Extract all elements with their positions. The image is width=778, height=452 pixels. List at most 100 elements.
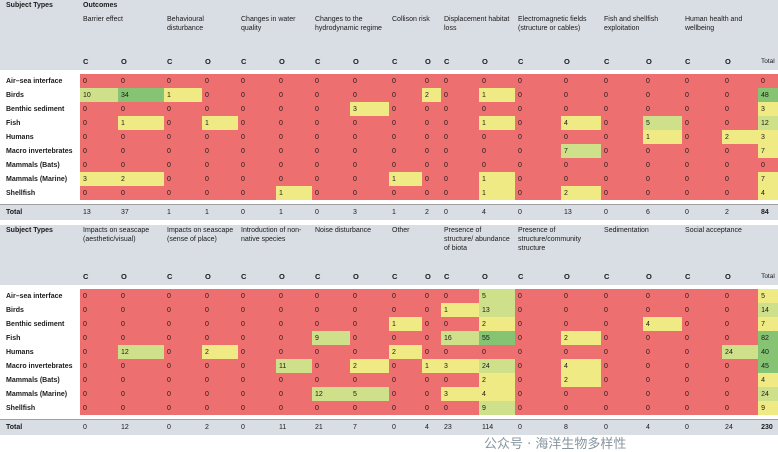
count-cell: 0 (515, 130, 561, 144)
count-cell: 0 (561, 158, 601, 172)
count-cell: 0 (389, 186, 422, 200)
count-cell: 0 (422, 186, 441, 200)
count-cell: 0 (312, 116, 350, 130)
count-cell: 0 (643, 144, 682, 158)
count-cell: 2 (561, 331, 602, 345)
count-cell: 0 (561, 387, 602, 401)
outcome-column-header: Noise disturbance (312, 225, 389, 269)
count-cell: 0 (118, 303, 164, 317)
table-row: Humans 0 12 0 2 0 0 0 0 2 0 0 0 0 0 0 0 0 24 40 (0, 345, 778, 359)
o-label: O (643, 54, 682, 70)
count-cell: 0 (202, 289, 238, 303)
subject-type-label: Humans (0, 130, 80, 144)
count-cell: 0 (561, 317, 602, 331)
spacer-cell (561, 200, 601, 204)
count-cell: 0 (350, 401, 389, 415)
row-total-cell: 0 (758, 74, 778, 88)
count-cell: 0 (601, 144, 643, 158)
spacer-cell (80, 415, 118, 419)
table-row: Mammals (Bats) 0 0 0 0 0 0 0 0 0 0 0 2 0 2 0 0 0 0 4 (0, 373, 778, 387)
count-cell: 0 (682, 74, 722, 88)
spacer-cell (350, 285, 389, 289)
count-cell: 0 (238, 387, 276, 401)
count-cell: 0 (238, 331, 276, 345)
count-cell: 0 (389, 88, 422, 102)
row-total-cell: 3 (758, 102, 778, 116)
row-total-cell: 4 (758, 186, 778, 200)
spacer-cell (276, 415, 312, 419)
column-total-cell: 3 (350, 203, 389, 220)
count-cell: 0 (312, 345, 350, 359)
column-total-cell: 0 (441, 203, 479, 220)
o-label: O (276, 54, 312, 70)
count-cell: 2 (422, 88, 441, 102)
count-cell: 0 (643, 289, 683, 303)
spacer-cell (441, 415, 480, 419)
o-label: O (350, 54, 389, 70)
outcome-column-header: Other (389, 225, 442, 269)
count-cell: 0 (389, 74, 422, 88)
spacer-cell (643, 285, 683, 289)
c-label: C (389, 54, 422, 70)
count-cell: 0 (350, 74, 389, 88)
count-cell: 4 (561, 359, 602, 373)
count-cell: 0 (601, 158, 643, 172)
count-cell: 0 (682, 331, 723, 345)
subject-type-label: Humans (0, 345, 80, 359)
count-cell: 0 (202, 186, 238, 200)
column-total-cell: 2 (422, 203, 441, 220)
outcome-column-header: Electromagnetic fields (structure or cab… (515, 14, 601, 54)
spacer-cell (164, 285, 202, 289)
count-cell: 0 (682, 303, 723, 317)
o-label: O (643, 269, 683, 285)
count-cell: 0 (682, 130, 722, 144)
subject-type-label: Shellfish (0, 186, 80, 200)
o-label: O (202, 54, 238, 70)
count-cell: 1 (164, 88, 202, 102)
table-row: Fish 0 1 0 1 0 0 0 0 0 0 0 1 0 4 0 5 0 0 12 (0, 116, 778, 130)
count-cell: 0 (202, 88, 238, 102)
c-label: C (601, 54, 643, 70)
row-total-cell: 14 (758, 303, 778, 317)
count-cell: 0 (422, 74, 441, 88)
spacer-cell (118, 285, 164, 289)
count-cell: 0 (202, 303, 238, 317)
count-cell: 0 (276, 144, 312, 158)
count-cell: 2 (722, 130, 758, 144)
count-cell: 0 (682, 359, 723, 373)
row-total-cell: 7 (758, 317, 778, 331)
count-cell: 0 (389, 373, 422, 387)
spacer-cell (722, 200, 758, 204)
count-cell: 0 (722, 289, 759, 303)
count-cell: 0 (164, 331, 202, 345)
count-cell: 3 (441, 359, 480, 373)
total-column-header: Total (758, 269, 778, 285)
column-total-cell: 4 (479, 203, 515, 220)
count-cell: 0 (164, 373, 202, 387)
count-cell: 0 (682, 317, 723, 331)
table-row: Macro invertebrates 0 0 0 0 0 11 0 2 0 1 3 24 0 4 0 0 0 0 4… (0, 359, 778, 373)
o-label: O (202, 269, 238, 285)
count-cell: 0 (202, 144, 238, 158)
table-row: Shellfish 0 0 0 0 0 0 0 0 0 0 0 9 0 0 0 0 0 0 9 (0, 401, 778, 415)
count-cell: 0 (722, 317, 759, 331)
c-label: C (238, 54, 276, 70)
count-cell: 0 (350, 172, 389, 186)
count-cell: 0 (722, 172, 758, 186)
column-total-cell: 0 (515, 203, 561, 220)
count-cell: 0 (164, 116, 202, 130)
spacer-cell (479, 415, 516, 419)
count-cell: 0 (164, 172, 202, 186)
count-cell: 1 (479, 116, 515, 130)
outcome-column-header: Impacts on seascape (aesthetic/visual) (80, 225, 164, 269)
count-cell: 16 (441, 331, 480, 345)
row-total-cell: 7 (758, 144, 778, 158)
count-cell: 0 (276, 303, 312, 317)
count-cell: 9 (479, 401, 516, 415)
spacer-cell (118, 70, 164, 74)
count-cell: 0 (238, 303, 276, 317)
column-total-cell: 1 (389, 203, 422, 220)
count-cell: 0 (515, 289, 562, 303)
count-cell: 0 (80, 401, 118, 415)
spacer-cell (601, 415, 644, 419)
